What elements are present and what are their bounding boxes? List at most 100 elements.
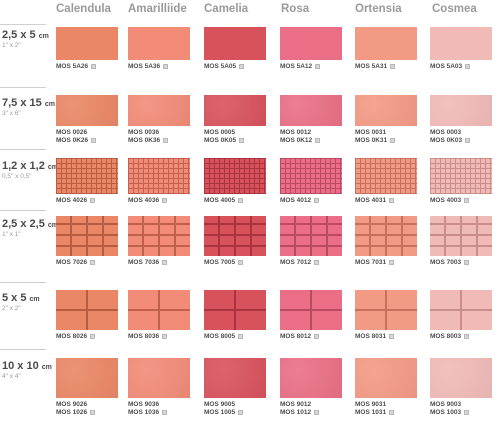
product-code: MOS 0K05 [204,137,245,145]
size-label: 2,5 x 2,5 cm [2,218,58,230]
swatch-square-icon [238,334,244,339]
product-code: MOS 0036 [128,129,160,136]
mosaic-tile-swatch [430,95,492,126]
product-code: MOS 5A31 [355,63,396,71]
swatch-square-icon [464,334,470,339]
size-label: 1,2 x 1,2 cm [2,160,58,172]
product-code: MOS 0031 [355,129,387,136]
product-code: MOS 4036 [128,197,168,205]
mosaic-tile-swatch [280,216,342,256]
product-code: MOS 5A05 [204,63,245,71]
mosaic-tile-swatch [204,290,266,330]
product-code: MOS 0012 [280,129,312,136]
product-code: MOS 1005 [204,409,244,417]
product-code: MOS 5A12 [280,63,321,71]
swatch-square-icon [238,409,244,415]
swatch-square-icon [314,198,320,203]
mosaic-tile-swatch [204,358,266,398]
product-code: MOS 9031 [355,401,387,408]
swatch-square-icon [163,137,169,143]
mosaic-tile-swatch [56,358,118,398]
mosaic-tile-swatch [355,158,417,194]
product-code: MOS 7012 [280,259,320,267]
mosaic-tile-swatch [430,216,492,256]
swatch-square-icon [238,260,244,265]
row-divider [0,87,46,88]
swatch-square-icon [464,409,470,415]
size-unit: cm [38,33,49,40]
swatch-square-icon [390,137,396,143]
product-code: MOS 5A26 [56,63,97,71]
swatch-square-icon [389,334,395,339]
mosaic-tile-swatch [430,158,492,194]
mosaic-tile-swatch [280,358,342,398]
product-code: MOS 7005 [204,259,244,267]
swatch-square-icon [162,260,168,265]
swatch-square-icon [163,64,169,69]
mosaic-tile-swatch [355,27,417,60]
swatch-square-icon [162,409,168,415]
product-code: MOS 8026 [56,333,96,341]
mosaic-tile-swatch [280,290,342,330]
product-code: MOS 0K36 [128,137,169,145]
product-code: MOS 0K26 [56,137,97,145]
product-code: MOS 9012 [280,401,312,408]
swatch-square-icon [389,409,395,415]
size-label: 5 x 5 cm [2,292,40,304]
product-code: MOS 0K31 [355,137,396,145]
product-code: MOS 8031 [355,333,395,341]
product-code: MOS 8012 [280,333,320,341]
swatch-square-icon [162,334,168,339]
swatch-square-icon [90,260,96,265]
swatch-square-icon [314,409,320,415]
mosaic-tile-swatch [56,158,118,194]
product-code: MOS 8003 [430,333,470,341]
product-code: MOS 9005 [204,401,236,408]
swatch-square-icon [91,137,97,143]
mosaic-tile-swatch [204,158,266,194]
product-code: MOS 9026 [56,401,88,408]
product-code: MOS 4012 [280,197,320,205]
product-code: MOS 5A03 [430,63,471,71]
swatch-square-icon [389,198,395,203]
row-divider [0,282,46,283]
product-code: MOS 1012 [280,409,320,417]
swatch-square-icon [465,137,471,143]
size-unit: cm [44,101,55,108]
color-heading: Ortensia [355,3,402,15]
product-code: MOS 0003 [430,129,462,136]
mosaic-tile-swatch [355,216,417,256]
swatch-square-icon [315,137,321,143]
swatch-square-icon [239,137,245,143]
mosaic-tile-swatch [430,27,492,60]
mosaic-tile-swatch [355,290,417,330]
product-code: MOS 4005 [204,197,244,205]
swatch-square-icon [90,334,96,339]
color-heading: Calendula [56,3,111,15]
product-code: MOS 4026 [56,197,96,205]
size-unit: cm [47,222,58,229]
product-code: MOS 8036 [128,333,168,341]
size-imperial: 0,5" x 0,5" [2,173,32,180]
size-imperial: 1" x 2" [2,42,21,49]
color-heading: Rosa [281,3,310,15]
swatch-square-icon [390,64,396,69]
swatch-square-icon [464,260,470,265]
product-code: MOS 0026 [56,129,88,136]
mosaic-tile-swatch [56,216,118,256]
row-divider [0,210,46,211]
product-code: MOS 1031 [355,409,395,417]
row-divider [0,349,46,350]
product-code: MOS 1026 [56,409,96,417]
size-imperial: 1" x 1" [2,231,21,238]
mosaic-tile-swatch [280,27,342,60]
mosaic-tile-swatch [56,27,118,60]
size-unit: cm [47,164,58,171]
mosaic-tile-swatch [204,216,266,256]
mosaic-tile-swatch [128,27,190,60]
mosaic-tile-swatch [128,290,190,330]
product-code: MOS 4003 [430,197,470,205]
size-unit: cm [41,364,52,371]
product-code: MOS 1036 [128,409,168,417]
size-label: 7,5 x 15 cm [2,97,55,109]
